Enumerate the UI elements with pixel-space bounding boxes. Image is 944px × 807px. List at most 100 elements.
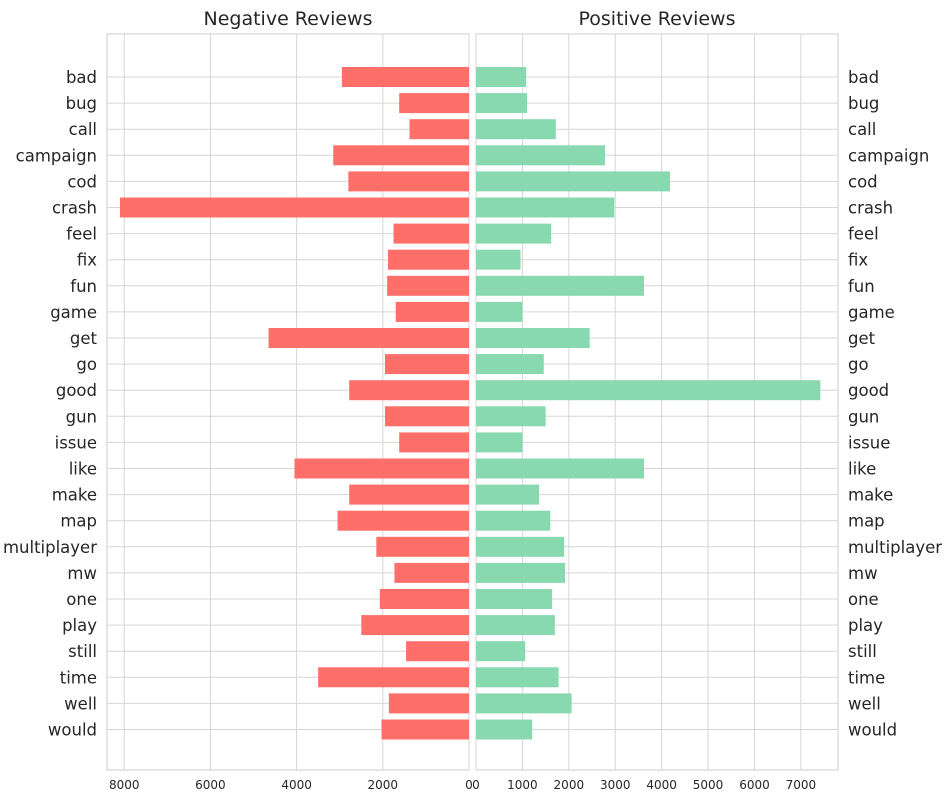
positive-category-label: call [848, 120, 876, 139]
negative-bar-would [381, 719, 469, 740]
negative-category-label: like [69, 460, 97, 479]
positive-x-tick-label: 0 [472, 778, 480, 792]
positive-bar-crash [476, 197, 615, 218]
negative-category-label: fix [77, 251, 97, 270]
negative-category-label: cod [67, 172, 97, 191]
negative-bar-gun [384, 406, 469, 427]
negative-category-label: call [69, 120, 97, 139]
negative-bar-one [379, 589, 469, 609]
positive-category-label: mw [848, 564, 878, 583]
negative-category-label: make [52, 486, 97, 505]
negative-category-label: still [68, 642, 97, 661]
negative-bar-fix [387, 249, 469, 270]
positive-x-tick-label: 3000 [600, 778, 631, 792]
negative-x-tick-label: 2000 [368, 778, 399, 792]
negative-x-tick-label: 0 [465, 778, 473, 792]
negative-bar-still [406, 641, 469, 662]
positive-bar-map [476, 510, 551, 531]
negative-bar-multiplayer [376, 536, 469, 557]
positive-bar-get [476, 328, 590, 348]
positive-category-label: go [848, 355, 869, 374]
positive-bar-fun [476, 275, 645, 296]
positive-x-tick-label: 5000 [693, 778, 724, 792]
negative-bar-crash [119, 197, 469, 218]
negative-category-label: play [62, 616, 97, 635]
negative-category-label: one [66, 590, 97, 609]
positive-category-label: feel [848, 225, 879, 244]
negative-category-label: crash [52, 199, 97, 218]
positive-bar-cod [476, 171, 670, 192]
negative-bar-bad [341, 67, 469, 87]
negative-category-label: go [76, 355, 97, 374]
negative-bar-make [349, 484, 469, 505]
negative-bar-mw [394, 562, 469, 583]
negative-bar-play [361, 615, 469, 636]
positive-bar-fix [476, 249, 521, 270]
positive-bar-good [476, 380, 821, 401]
negative-category-label: good [56, 381, 97, 400]
positive-bar-game [476, 301, 523, 322]
positive-category-label: bug [848, 94, 879, 113]
negative-bar-feel [393, 223, 469, 244]
negative-category-label: gun [66, 407, 97, 426]
negative-bar-map [337, 510, 469, 531]
negative-bar-game [395, 301, 469, 322]
negative-bar-call [409, 119, 469, 140]
positive-bar-campaign [476, 145, 606, 166]
positive-bar-feel [476, 223, 552, 244]
positive-category-label: fun [848, 277, 875, 296]
negative-x-tick-label: 4000 [281, 778, 312, 792]
positive-bar-like [476, 458, 645, 479]
positive-bar-still [476, 641, 526, 662]
positive-plot-area [475, 33, 839, 771]
negative-bar-get [268, 328, 469, 348]
negative-category-label: map [60, 512, 97, 531]
positive-bar-bug [476, 93, 528, 114]
negative-bar-like [294, 458, 469, 479]
positive-category-label: would [848, 721, 897, 740]
negative-bar-bug [399, 93, 469, 114]
negative-bar-good [349, 380, 469, 401]
positive-category-label: still [848, 642, 877, 661]
negative-x-tick-label: 6000 [195, 778, 226, 792]
negative-bar-fun [387, 275, 469, 296]
positive-category-label: bad [848, 68, 879, 87]
negative-reviews-panel: 8000 6000 4000 2000 0 bad bug call campaign cod cr… [3, 8, 473, 792]
positive-category-label: time [848, 668, 885, 687]
negative-x-tick-label: 8000 [109, 778, 140, 792]
positive-bar-one [476, 589, 553, 609]
negative-category-label: well [64, 694, 97, 713]
negative-bar-go [384, 354, 469, 375]
negative-category-label: feel [66, 225, 97, 244]
positive-category-label: crash [848, 199, 893, 218]
negative-category-label: issue [55, 433, 97, 452]
negative-bar-time [318, 667, 469, 688]
positive-category-label: make [848, 486, 893, 505]
positive-category-label: multiplayer [848, 538, 942, 557]
positive-x-tick-label: 7000 [786, 778, 817, 792]
negative-category-label: would [48, 721, 97, 740]
negative-bar-campaign [333, 145, 469, 166]
positive-bar-would [476, 719, 533, 740]
positive-x-tick-label: 1000 [507, 778, 538, 792]
positive-category-label: campaign [848, 146, 929, 165]
negative-bar-cod [348, 171, 469, 192]
negative-category-label: fun [70, 277, 97, 296]
positive-bar-gun [476, 406, 546, 427]
negative-category-label: bug [66, 94, 97, 113]
positive-x-tick-label: 2000 [554, 778, 585, 792]
negative-bar-well [388, 693, 469, 714]
positive-category-label: well [848, 694, 881, 713]
positive-bar-issue [476, 432, 523, 453]
positive-category-label: gun [848, 407, 879, 426]
positive-category-label: fix [848, 251, 868, 270]
negative-category-label: time [60, 668, 97, 687]
positive-bar-well [476, 693, 572, 714]
positive-category-label: play [848, 616, 883, 635]
negative-category-label: bad [66, 68, 97, 87]
positive-category-label: get [848, 329, 876, 348]
positive-x-tick-label: 4000 [646, 778, 677, 792]
negative-bar-issue [399, 432, 469, 453]
positive-category-label: like [848, 460, 876, 479]
